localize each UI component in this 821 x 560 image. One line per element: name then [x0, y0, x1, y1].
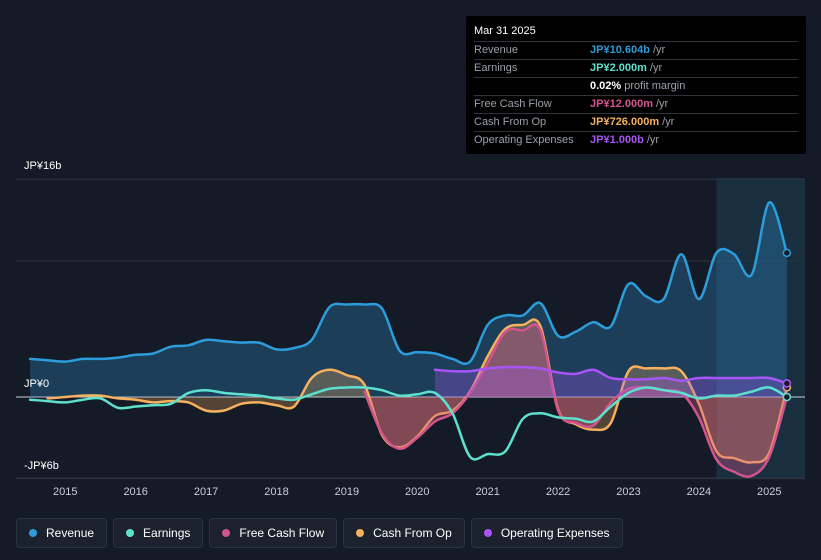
- legend-dot-icon: [356, 529, 365, 537]
- tooltip-row-earnings: Earnings JP¥2.000m /yr: [474, 60, 798, 78]
- tooltip-row-cash-from-op: Cash From Op JP¥726.000m /yr: [474, 114, 798, 132]
- x-tick-label: 2021: [475, 486, 499, 498]
- tooltip-unit: /yr: [662, 116, 675, 128]
- tooltip: Mar 31 2025 Revenue JP¥10.604b /yr Earni…: [466, 16, 806, 154]
- x-tick-label: 2016: [123, 486, 147, 498]
- x-tick-label: 2017: [194, 486, 218, 498]
- y-axis-zero-label: JP¥0: [24, 378, 50, 390]
- operating-expenses-area: [434, 366, 787, 397]
- x-tick-label: 2025: [757, 486, 781, 498]
- revenue-line: [28, 201, 789, 366]
- tooltip-label: Operating Expenses: [474, 134, 574, 146]
- tooltip-unit: /yr: [652, 44, 666, 56]
- legend-label: Free Cash Flow: [239, 526, 325, 540]
- cash-from-op-area: [47, 319, 787, 463]
- earnings-end-point: [782, 392, 792, 402]
- legend: Revenue Earnings Free Cash Flow Cash Fro…: [16, 518, 623, 548]
- tooltip-value: 0.02%: [590, 80, 622, 92]
- legend-dot-icon: [483, 529, 492, 537]
- tooltip-value: JP¥726.000m: [590, 116, 660, 128]
- chart: 2015 2016 2017 2018 2019 2020 2021 2022 2023 2024…: [16, 178, 805, 498]
- tooltip-value: JP¥1.000b: [590, 134, 644, 146]
- tooltip-label: Free Cash Flow: [474, 98, 552, 110]
- legend-dot-icon: [222, 529, 231, 537]
- operating-expenses-line: [433, 365, 789, 385]
- legend-label: Revenue: [46, 526, 95, 540]
- legend-label: Earnings: [143, 526, 191, 540]
- free-cash-flow-line: [363, 323, 789, 478]
- tooltip-row-profit-margin: 0.02% profit margin: [474, 78, 798, 96]
- x-tick-label: 2024: [687, 486, 711, 498]
- tooltip-unit: profit margin: [624, 80, 686, 92]
- tooltip-value: JP¥2.000m: [590, 62, 647, 74]
- operating-expenses-end-point: [782, 379, 792, 388]
- highlight-band: [716, 178, 805, 478]
- tooltip-label: Cash From Op: [474, 116, 547, 128]
- free-cash-flow-area: [364, 324, 787, 477]
- earnings-line: [28, 385, 789, 461]
- legend-item-free-cash-flow[interactable]: Free Cash Flow: [209, 518, 338, 548]
- x-tick-label: 2020: [405, 486, 429, 498]
- y-axis-bottom-label: -JP¥6b: [24, 460, 59, 472]
- legend-item-operating-expenses[interactable]: Operating Expenses: [470, 518, 623, 548]
- legend-dot-icon: [29, 529, 37, 537]
- x-tick-label: 2015: [53, 486, 77, 498]
- tooltip-row-revenue: Revenue JP¥10.604b /yr: [474, 42, 798, 60]
- x-tick-label: 2023: [616, 486, 640, 498]
- tooltip-value: JP¥12.000m: [590, 98, 653, 110]
- revenue-end-point: [782, 248, 792, 258]
- tooltip-unit: /yr: [649, 62, 663, 74]
- tooltip-label: [474, 78, 590, 95]
- legend-dot-icon: [126, 529, 135, 537]
- legend-label: Cash From Op: [373, 526, 452, 540]
- tooltip-date: Mar 31 2025: [474, 24, 798, 42]
- tooltip-row-operating-expenses: Operating Expenses JP¥1.000b /yr: [474, 132, 798, 149]
- tooltip-unit: /yr: [646, 134, 660, 146]
- x-tick-label: 2022: [546, 486, 570, 498]
- tooltip-value: JP¥10.604b: [590, 44, 650, 56]
- tooltip-label: Revenue: [474, 44, 519, 56]
- tooltip-label: Earnings: [474, 62, 518, 74]
- legend-item-revenue[interactable]: Revenue: [16, 518, 108, 548]
- tooltip-unit: /yr: [656, 98, 669, 110]
- x-tick-label: 2019: [335, 486, 359, 498]
- legend-item-cash-from-op[interactable]: Cash From Op: [343, 518, 465, 548]
- revenue-area: [30, 202, 787, 397]
- legend-item-earnings[interactable]: Earnings: [113, 518, 204, 548]
- x-tick-label: 2018: [264, 486, 288, 498]
- legend-label: Operating Expenses: [500, 526, 610, 540]
- y-axis-top-label: JP¥16b: [24, 160, 62, 172]
- tooltip-row-free-cash-flow: Free Cash Flow JP¥12.000m /yr: [474, 96, 798, 114]
